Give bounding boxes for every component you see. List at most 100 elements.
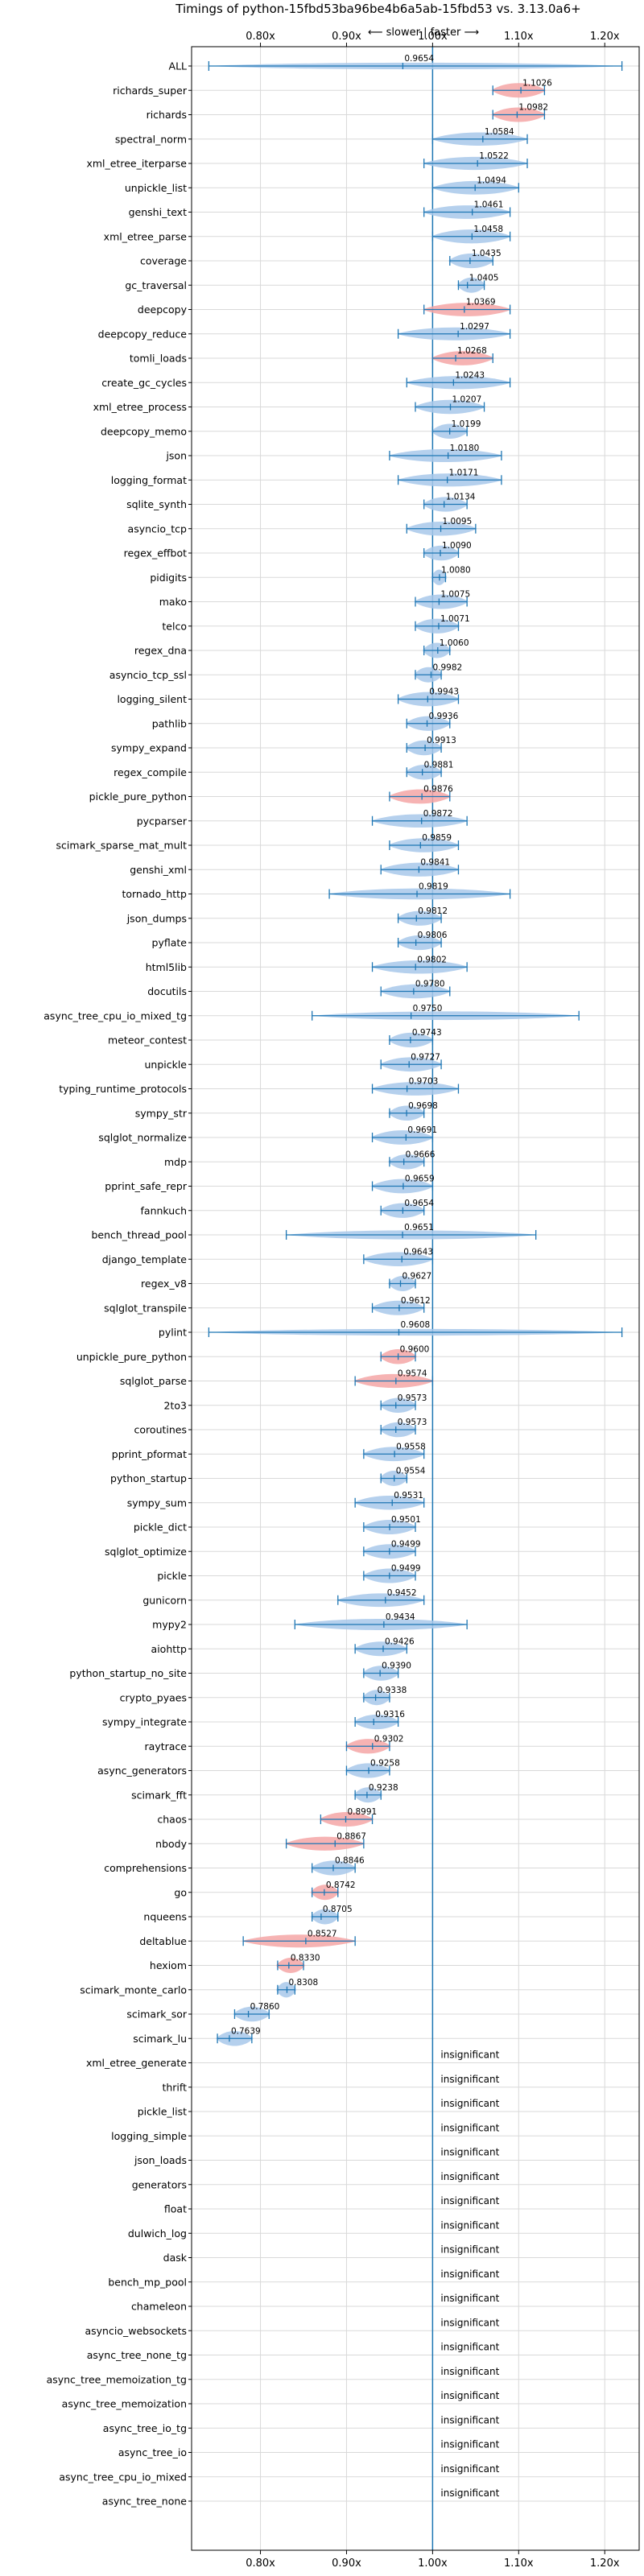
insignificant-label: insignificant xyxy=(440,2342,499,2353)
category-label: meteor_contest xyxy=(108,1034,187,1046)
value-label: 1.0369 xyxy=(466,298,496,308)
value-label: 0.9780 xyxy=(415,980,445,989)
value-label: 0.9434 xyxy=(386,1612,415,1622)
category-label: deepcopy_reduce xyxy=(98,328,188,340)
x-tick-label-bottom: 0.80x xyxy=(246,2557,275,2570)
value-label: 0.9600 xyxy=(400,1344,430,1354)
category-label: mypy2 xyxy=(152,1619,187,1631)
value-label: 0.9802 xyxy=(417,955,447,964)
insignificant-label: insignificant xyxy=(440,2098,499,2109)
category-label: json_dumps xyxy=(126,912,187,924)
category-label: regex_dna xyxy=(134,645,187,657)
insignificant-label: insignificant xyxy=(440,2195,499,2207)
category-label: pidigits xyxy=(150,572,187,584)
value-label: 1.0134 xyxy=(446,493,476,502)
category-label: scimark_lu xyxy=(133,2033,187,2045)
value-label: 0.9627 xyxy=(402,1272,432,1282)
category-label: pathlib xyxy=(152,717,187,729)
category-label: go xyxy=(174,1886,187,1898)
x-tick-label-top: 0.90x xyxy=(332,31,361,43)
value-label: 1.0075 xyxy=(440,590,470,600)
value-label: 0.9574 xyxy=(398,1369,427,1379)
value-label: 0.9651 xyxy=(404,1223,434,1232)
category-label: bench_mp_pool xyxy=(108,2276,187,2288)
category-label: regex_effbot xyxy=(124,547,187,559)
value-label: 0.9452 xyxy=(387,1588,417,1598)
category-label: logging_format xyxy=(111,474,187,486)
insignificant-label: insignificant xyxy=(440,2414,499,2425)
value-label: 0.9643 xyxy=(403,1247,433,1257)
value-label: 0.9258 xyxy=(370,1759,400,1769)
x-tick-label-top: 1.00x xyxy=(418,31,448,43)
value-label: 0.9499 xyxy=(391,1539,421,1549)
category-label: docutils xyxy=(147,985,187,997)
value-label: 1.0435 xyxy=(472,249,502,258)
category-label: mako xyxy=(159,596,187,608)
value-label: 0.9654 xyxy=(404,54,434,64)
value-label: 0.9666 xyxy=(406,1150,436,1159)
chart-title: Timings of python-15fbd53ba96be4b6a5ab-1… xyxy=(175,2,580,16)
value-label: 0.9936 xyxy=(429,712,459,721)
insignificant-label: insignificant xyxy=(440,2244,499,2256)
category-label: async_tree_io xyxy=(118,2446,187,2458)
category-label: scimark_monte_carlo xyxy=(80,1984,187,1996)
value-label: 0.9750 xyxy=(413,1004,443,1013)
plot-frame xyxy=(191,46,640,2551)
value-label: 0.9841 xyxy=(420,857,450,867)
category-label: pickle_list xyxy=(138,2106,187,2118)
value-label: 0.9573 xyxy=(398,1393,427,1403)
category-label: pylint xyxy=(159,1327,187,1339)
category-label: deepcopy_memo xyxy=(101,425,187,437)
x-tick-label-top: 1.20x xyxy=(590,31,620,43)
value-label: 1.0461 xyxy=(474,200,504,210)
value-label: 1.0458 xyxy=(473,225,503,234)
category-label: hexiom xyxy=(150,1959,187,1971)
value-label: 1.0180 xyxy=(450,444,480,453)
value-label: 0.7639 xyxy=(231,2026,261,2036)
category-label: sqlglot_optimize xyxy=(105,1546,187,1558)
value-label: 0.9812 xyxy=(418,906,448,916)
category-label: html5lib xyxy=(146,961,187,973)
insignificant-label: insignificant xyxy=(440,2439,499,2450)
category-label: sqlglot_normalize xyxy=(98,1132,187,1144)
value-label: 0.9876 xyxy=(423,785,453,795)
category-label: async_tree_memoization xyxy=(62,2398,187,2410)
value-label: 0.8705 xyxy=(323,1905,353,1914)
value-label: 0.8846 xyxy=(335,1856,365,1866)
value-label: 0.9913 xyxy=(427,736,456,745)
value-label: 0.9698 xyxy=(408,1101,438,1111)
category-label: xml_etree_generate xyxy=(86,2057,187,2069)
insignificant-label: insignificant xyxy=(440,2171,499,2182)
value-label: 1.0171 xyxy=(449,468,479,477)
category-label: nbody xyxy=(155,1838,187,1850)
x-tick-label-bottom: 1.10x xyxy=(504,2557,534,2570)
value-label: 0.9872 xyxy=(423,809,453,819)
value-label: 0.8742 xyxy=(326,1880,356,1890)
category-label: unpickle xyxy=(144,1059,187,1071)
category-label: unpickle_list xyxy=(125,182,187,194)
value-label: 0.9691 xyxy=(407,1125,437,1135)
value-label: 0.9703 xyxy=(409,1077,439,1087)
category-label: 2to3 xyxy=(164,1399,187,1411)
category-label: json xyxy=(165,450,187,462)
category-label: coroutines xyxy=(134,1424,187,1436)
value-label: 1.0243 xyxy=(455,370,485,380)
value-label: 0.9531 xyxy=(394,1491,423,1501)
category-label: dulwich_log xyxy=(128,2227,187,2240)
value-label: 0.9806 xyxy=(418,931,448,940)
category-label: async_generators xyxy=(97,1765,187,1777)
category-label: chameleon xyxy=(131,2301,187,2313)
category-label: comprehensions xyxy=(104,1862,187,1874)
x-tick-label-bottom: 0.90x xyxy=(332,2557,361,2570)
x-tick-label-bottom: 1.20x xyxy=(590,2557,620,2570)
x-tick-label-top: 1.10x xyxy=(504,31,534,43)
value-label: 0.9238 xyxy=(369,1783,398,1793)
value-label: 0.9499 xyxy=(391,1564,421,1574)
insignificant-label: insignificant xyxy=(440,2293,499,2304)
direction-label: ⟵ slower | faster ⟶ xyxy=(368,27,479,39)
insignificant-label: insignificant xyxy=(440,2463,499,2475)
category-label: bench_thread_pool xyxy=(91,1229,187,1241)
value-label: 0.9743 xyxy=(412,1028,442,1038)
category-label: sqlglot_transpile xyxy=(104,1302,187,1314)
